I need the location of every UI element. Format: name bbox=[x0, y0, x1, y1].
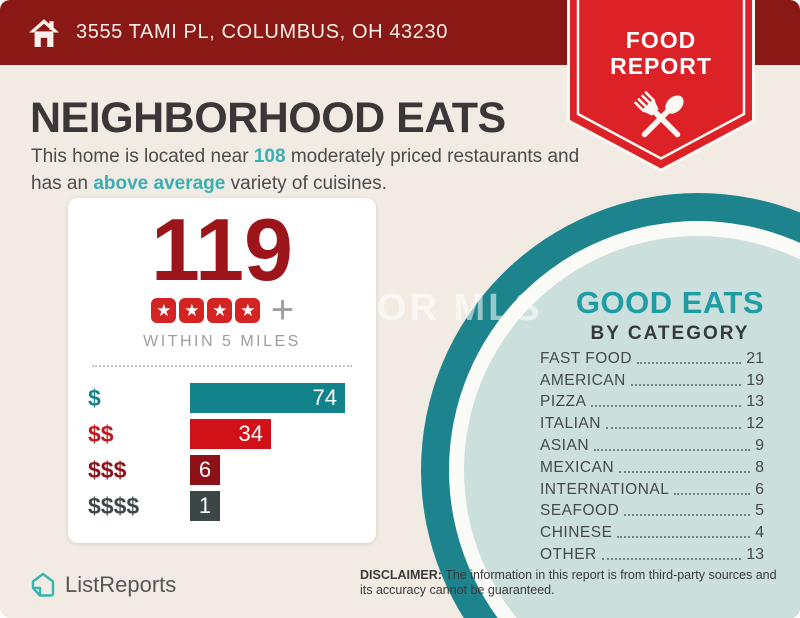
category-row: SEAFOOD 5 bbox=[540, 499, 764, 521]
price-bar-row: $74 bbox=[88, 383, 376, 413]
price-bar-value: 34 bbox=[238, 421, 263, 446]
yelp-star-icon: ★ bbox=[207, 298, 233, 323]
ribbon-body bbox=[570, 0, 752, 169]
category-value: 5 bbox=[755, 502, 764, 520]
price-bar: 1 bbox=[190, 491, 220, 521]
category-label: FAST FOOD bbox=[540, 349, 633, 367]
dot-leader bbox=[605, 427, 742, 430]
category-row: PIZZA 13 bbox=[540, 390, 764, 412]
category-label: PIZZA bbox=[540, 393, 587, 411]
category-value: 13 bbox=[746, 393, 764, 411]
category-row: ASIAN 9 bbox=[540, 433, 764, 455]
category-value: 4 bbox=[755, 524, 764, 542]
price-bar-row: $$ 34 bbox=[88, 419, 376, 449]
price-bar-row: $$$$ 1 bbox=[88, 491, 376, 521]
dot-leader bbox=[674, 492, 751, 495]
price-bar-value: 74 bbox=[312, 385, 337, 410]
page-title: NEIGHBORHOOD EATS bbox=[30, 94, 506, 142]
star-rating: ★ ★ ★ ★ + bbox=[68, 288, 376, 332]
dot-leader bbox=[630, 383, 742, 386]
total-restaurants-count: 119 bbox=[151, 200, 293, 299]
price-bar: 6 bbox=[190, 455, 220, 485]
dot-leader bbox=[601, 557, 742, 560]
category-label: INTERNATIONAL bbox=[540, 480, 670, 498]
category-value: 8 bbox=[755, 458, 764, 476]
variety-rating: above average bbox=[93, 173, 226, 194]
price-bar: 74 bbox=[190, 383, 345, 413]
price-level-label: $ bbox=[88, 384, 101, 411]
dot-leader bbox=[617, 536, 751, 539]
listreports-logo: ListReports bbox=[30, 572, 176, 598]
category-label: ASIAN bbox=[540, 436, 590, 454]
dotted-divider bbox=[92, 365, 352, 367]
summary-line1-pre: This home is located near bbox=[31, 146, 254, 167]
category-row: CHINESE 4 bbox=[540, 520, 764, 542]
radius-label: WITHIN 5 MILES bbox=[143, 333, 301, 350]
ribbon-inner-border bbox=[576, 0, 746, 160]
crossed-spoon-fork-icon bbox=[634, 91, 684, 138]
category-label: CHINESE bbox=[540, 524, 613, 542]
listreports-house-icon bbox=[31, 572, 55, 597]
price-level-bar-chart: $74 $$ 34 $$$ 6 $$$$ 1 bbox=[88, 383, 376, 521]
category-label: OTHER bbox=[540, 545, 597, 563]
summary-line2-pre: has an bbox=[31, 173, 94, 194]
yelp-star-icon: ★ bbox=[235, 298, 261, 323]
listreports-wordmark: ListReports bbox=[65, 572, 177, 597]
good-eats-subtitle: BY CATEGORY bbox=[590, 323, 750, 344]
food-report-ribbon: FOOD REPORT bbox=[567, 0, 755, 172]
ribbon-line1: FOOD bbox=[625, 27, 697, 53]
category-value: 21 bbox=[746, 349, 764, 367]
dot-leader bbox=[624, 514, 751, 517]
category-value: 19 bbox=[746, 371, 764, 389]
dot-leader bbox=[619, 470, 751, 473]
category-list: FAST FOOD 21 AMERICAN 19 PIZZA 13 ITALIAN 12 ASI… bbox=[540, 346, 764, 564]
plus-icon: + bbox=[270, 288, 295, 332]
category-label: AMERICAN bbox=[540, 371, 626, 389]
price-bar-row: $$$ 6 bbox=[88, 455, 376, 485]
dot-leader bbox=[594, 448, 751, 451]
category-row: ITALIAN 12 bbox=[540, 411, 764, 433]
category-row: OTHER 13 bbox=[540, 542, 764, 564]
category-value: 13 bbox=[746, 545, 764, 563]
yelp-star-icon: ★ bbox=[151, 298, 177, 323]
category-value: 6 bbox=[755, 480, 764, 498]
category-row: INTERNATIONAL 6 bbox=[540, 477, 764, 499]
good-eats-title: GOOD EATS bbox=[575, 285, 765, 320]
category-row: FAST FOOD 21 bbox=[540, 346, 764, 368]
yelp-star-icon: ★ bbox=[179, 298, 205, 323]
ribbon-line2: REPORT bbox=[610, 53, 712, 79]
home-icon bbox=[29, 18, 59, 47]
disclaimer: DISCLAIMER: The information in this repo… bbox=[360, 568, 792, 598]
restaurant-count: 108 bbox=[253, 146, 286, 167]
category-row: AMERICAN 19 bbox=[540, 368, 764, 390]
price-level-label: $$$ bbox=[88, 456, 127, 483]
summary-line1-post: moderately priced restaurants and bbox=[285, 146, 580, 167]
category-value: 9 bbox=[755, 436, 764, 454]
price-bar: 34 bbox=[190, 419, 271, 449]
price-level-label: $$$$ bbox=[88, 492, 140, 519]
price-level-label: $$ bbox=[88, 420, 114, 447]
property-address: 3555 TAMI PL, COLUMBUS, OH 43230 bbox=[76, 21, 448, 43]
summary-line2-post: variety of cuisines. bbox=[225, 173, 387, 194]
dot-leader bbox=[591, 405, 742, 408]
price-bar-value: 1 bbox=[198, 493, 212, 518]
dot-leader bbox=[637, 361, 742, 364]
price-bar-value: 6 bbox=[198, 457, 212, 482]
category-label: MEXICAN bbox=[540, 458, 615, 476]
good-eats-header: GOOD EATS BY CATEGORY bbox=[545, 285, 795, 345]
category-row: MEXICAN 8 bbox=[540, 455, 764, 477]
disclaimer-label: DISCLAIMER: bbox=[360, 568, 442, 582]
disclaimer-text: The information in this report is from t… bbox=[360, 568, 777, 597]
category-value: 12 bbox=[746, 415, 764, 433]
mls-watermark: CCOR MLS bbox=[316, 287, 543, 329]
category-label: SEAFOOD bbox=[540, 502, 620, 520]
category-label: ITALIAN bbox=[540, 415, 601, 433]
summary-text: This home is located near 108 moderately… bbox=[31, 143, 631, 197]
restaurant-stats-card: 119 ★ ★ ★ ★ + WITHIN 5 MILES $74 $$ 34 $$$ 6 $$$$… bbox=[68, 198, 376, 543]
